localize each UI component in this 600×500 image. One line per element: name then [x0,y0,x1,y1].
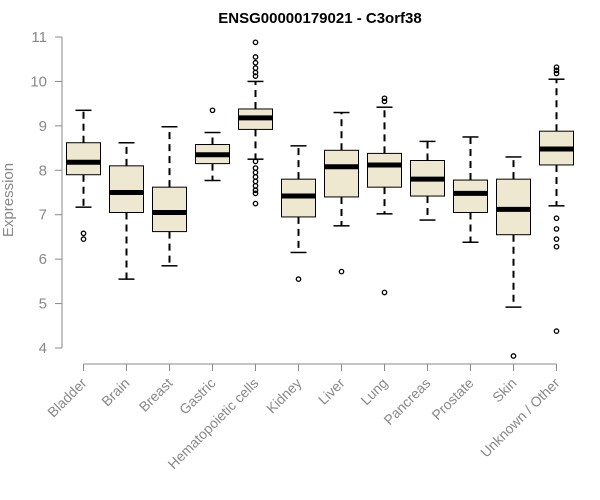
x-tick-label: Bladder [44,375,90,421]
outlier-point [209,107,216,114]
x-tick-label: Liver [315,375,348,408]
box-group [453,136,488,244]
outlier-point [553,67,560,74]
outlier-point [252,158,259,165]
outlier-point [252,169,259,176]
y-tick-label: 9 [39,118,47,135]
box-group [281,145,316,282]
outlier-point [80,230,87,237]
outlier-point [553,243,560,250]
chart-title: ENSG00000179021 - C3orf38 [218,10,421,27]
box [324,149,359,198]
box [453,179,488,213]
box-group [66,109,101,242]
box-group [195,107,230,182]
y-tick-label: 8 [39,162,47,179]
box-group [496,156,531,359]
outlier-point [252,165,259,171]
x-tick-label: Lung [357,375,390,408]
box-group [367,95,402,296]
box-group [324,111,359,275]
y-axis-label: Expression [0,163,17,237]
x-tick-label: Skin [489,375,520,406]
outlier-point [80,236,87,242]
outlier-point [252,200,259,207]
x-tick-label: Kidney [263,375,305,417]
y-tick-label: 4 [39,340,47,357]
outlier-point [510,353,517,359]
outlier-point [252,178,259,185]
outlier-point [252,190,259,197]
outlier-point [252,39,259,46]
y-tick-label: 6 [39,251,47,268]
box [109,165,144,213]
outlier-point [553,236,560,242]
y-axis: 4 5 6 7 8 9 10 11 [30,29,63,357]
outlier-point [381,95,388,102]
x-tick-label: Prostate [428,375,476,423]
y-tick-label: 11 [31,29,47,46]
outlier-point [553,64,560,71]
boxes-group [66,39,574,359]
x-tick-label: Breast [136,375,176,415]
y-tick-label: 10 [30,73,47,90]
x-tick-label: Unknown / Other [477,375,563,461]
outlier-point [553,328,560,334]
box-group [152,125,187,267]
x-tick-label: Pancreas [380,375,433,428]
outlier-point [252,65,259,71]
box-group [238,39,273,207]
outlier-point [252,187,259,194]
box-group [539,64,574,334]
box [367,152,402,188]
x-tick-label: Gastric [176,375,219,418]
outlier-point [252,59,259,66]
box [152,186,187,233]
box [66,142,101,176]
outlier-point [252,69,259,76]
box-group [109,141,144,280]
outlier-point [252,73,259,79]
outlier-point [381,98,388,105]
y-tick-label: 5 [39,296,47,313]
outlier-point [252,182,259,189]
outlier-point [295,276,302,282]
outlier-point [252,54,259,60]
x-tick-label: Brain [98,375,132,409]
outlier-point [338,268,345,275]
outlier-point [553,215,560,222]
y-tick-label: 7 [39,207,47,224]
box-group [410,140,445,221]
outlier-point [381,289,388,296]
outlier-point [553,226,560,232]
outlier-point [252,174,259,180]
outlier-point [553,70,560,77]
